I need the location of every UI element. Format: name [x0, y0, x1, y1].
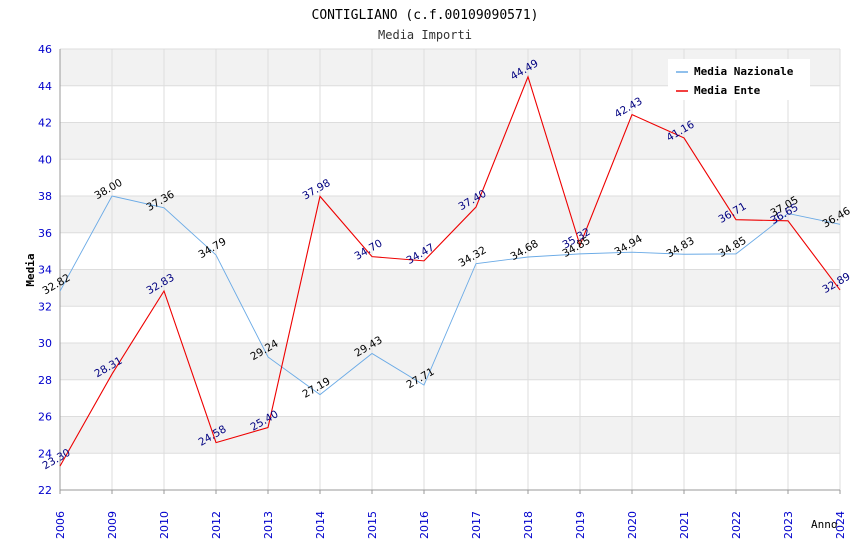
data-point-media-nazionale: [319, 393, 322, 396]
legend: Media Nazionale Media Ente: [668, 59, 810, 100]
x-tick-label: 2024: [834, 511, 847, 539]
x-tick-label: 2017: [470, 511, 483, 539]
data-point-media-nazionale: [631, 251, 634, 254]
x-tick-label: 2013: [262, 511, 275, 539]
y-axis-label: Media: [24, 253, 37, 286]
y-tick-label: 30: [38, 337, 52, 350]
x-tick-label: 2021: [678, 511, 691, 539]
data-point-media-ente: [683, 136, 686, 139]
x-axis-label: Anno: [811, 518, 838, 531]
data-point-media-nazionale: [735, 252, 738, 255]
data-point-media-nazionale: [371, 352, 374, 355]
legend-label-media-ente: Media Ente: [694, 84, 761, 97]
x-tick-label: 2012: [210, 511, 223, 539]
data-point-media-nazionale: [215, 253, 218, 256]
y-tick-label: 38: [38, 190, 52, 203]
y-tick-label: 36: [38, 227, 52, 240]
series-lines: [59, 75, 842, 468]
data-point-media-ente: [163, 289, 166, 292]
plot-band: [60, 416, 840, 454]
data-point-media-nazionale: [527, 256, 530, 259]
data-point-media-ente: [839, 288, 842, 291]
plot-band: [60, 269, 840, 307]
y-tick-label: 22: [38, 484, 52, 497]
x-tick-label: 2015: [366, 511, 379, 539]
plot-band: [60, 122, 840, 160]
data-point-media-nazionale: [423, 384, 426, 387]
data-point-media-nazionale: [111, 195, 114, 198]
chart-title: CONTIGLIANO (c.f.00109090571): [312, 8, 539, 23]
series-line-media-nazionale: [59, 195, 841, 396]
x-tick-label: 2010: [158, 511, 171, 539]
x-tick-label: 2018: [522, 511, 535, 539]
data-point-media-ente: [371, 255, 374, 258]
y-tick-label: 26: [38, 411, 52, 424]
y-tick-label: 24: [38, 447, 52, 460]
data-point-media-ente: [527, 75, 530, 78]
data-point-media-ente: [267, 426, 270, 429]
y-tick-label: 44: [38, 80, 52, 93]
axes: 22 24 26 28 30 32 34 36 38 40 42 44 46 2006 2009 2010 20…: [38, 43, 847, 539]
legend-box: [668, 59, 810, 100]
data-point-media-nazionale: [475, 262, 478, 265]
plot-band: [60, 159, 840, 196]
data-point-media-nazionale: [839, 223, 842, 226]
data-point-media-ente: [787, 219, 790, 222]
data-point-media-ente: [319, 195, 322, 198]
x-tick-label: 2014: [314, 511, 327, 539]
data-point-media-nazionale: [267, 355, 270, 358]
y-tick-label: 34: [38, 264, 52, 277]
legend-label-media-nazionale: Media Nazionale: [694, 65, 794, 78]
x-tick-label: 2020: [626, 511, 639, 539]
y-tick-label: 46: [38, 43, 52, 56]
data-point-media-ente: [111, 373, 114, 376]
x-tick-label: 2009: [106, 511, 119, 539]
x-tick-label: 2023: [782, 511, 795, 539]
data-point-media-ente: [475, 206, 478, 209]
y-tick-label: 40: [38, 153, 52, 166]
data-point-media-ente: [215, 441, 218, 444]
x-tick-label: 2019: [574, 511, 587, 539]
data-point-media-nazionale: [683, 253, 686, 256]
series-line-media-ente: [59, 75, 841, 467]
y-tick-label: 32: [38, 300, 52, 313]
plot-band: [60, 379, 840, 417]
chart-subtitle: Media Importi: [378, 28, 472, 42]
plot-band: [60, 453, 840, 490]
x-tick-label: 2016: [418, 511, 431, 539]
data-point-media-nazionale: [163, 206, 166, 209]
x-tick-label: 2022: [730, 511, 743, 539]
plot-band: [60, 343, 840, 380]
data-point-media-ente: [631, 113, 634, 116]
data-point-media-ente: [59, 465, 62, 468]
y-tick-label: 28: [38, 374, 52, 387]
plot-band: [60, 196, 840, 233]
grid-lines: [59, 48, 841, 491]
plot-band: [60, 232, 840, 270]
data-point-media-ente: [735, 218, 738, 221]
y-tick-label: 42: [38, 117, 52, 130]
x-tick-label: 2006: [54, 511, 67, 539]
data-point-media-ente: [423, 259, 426, 262]
data-point-media-nazionale: [59, 290, 62, 293]
data-point-media-nazionale: [579, 252, 582, 255]
